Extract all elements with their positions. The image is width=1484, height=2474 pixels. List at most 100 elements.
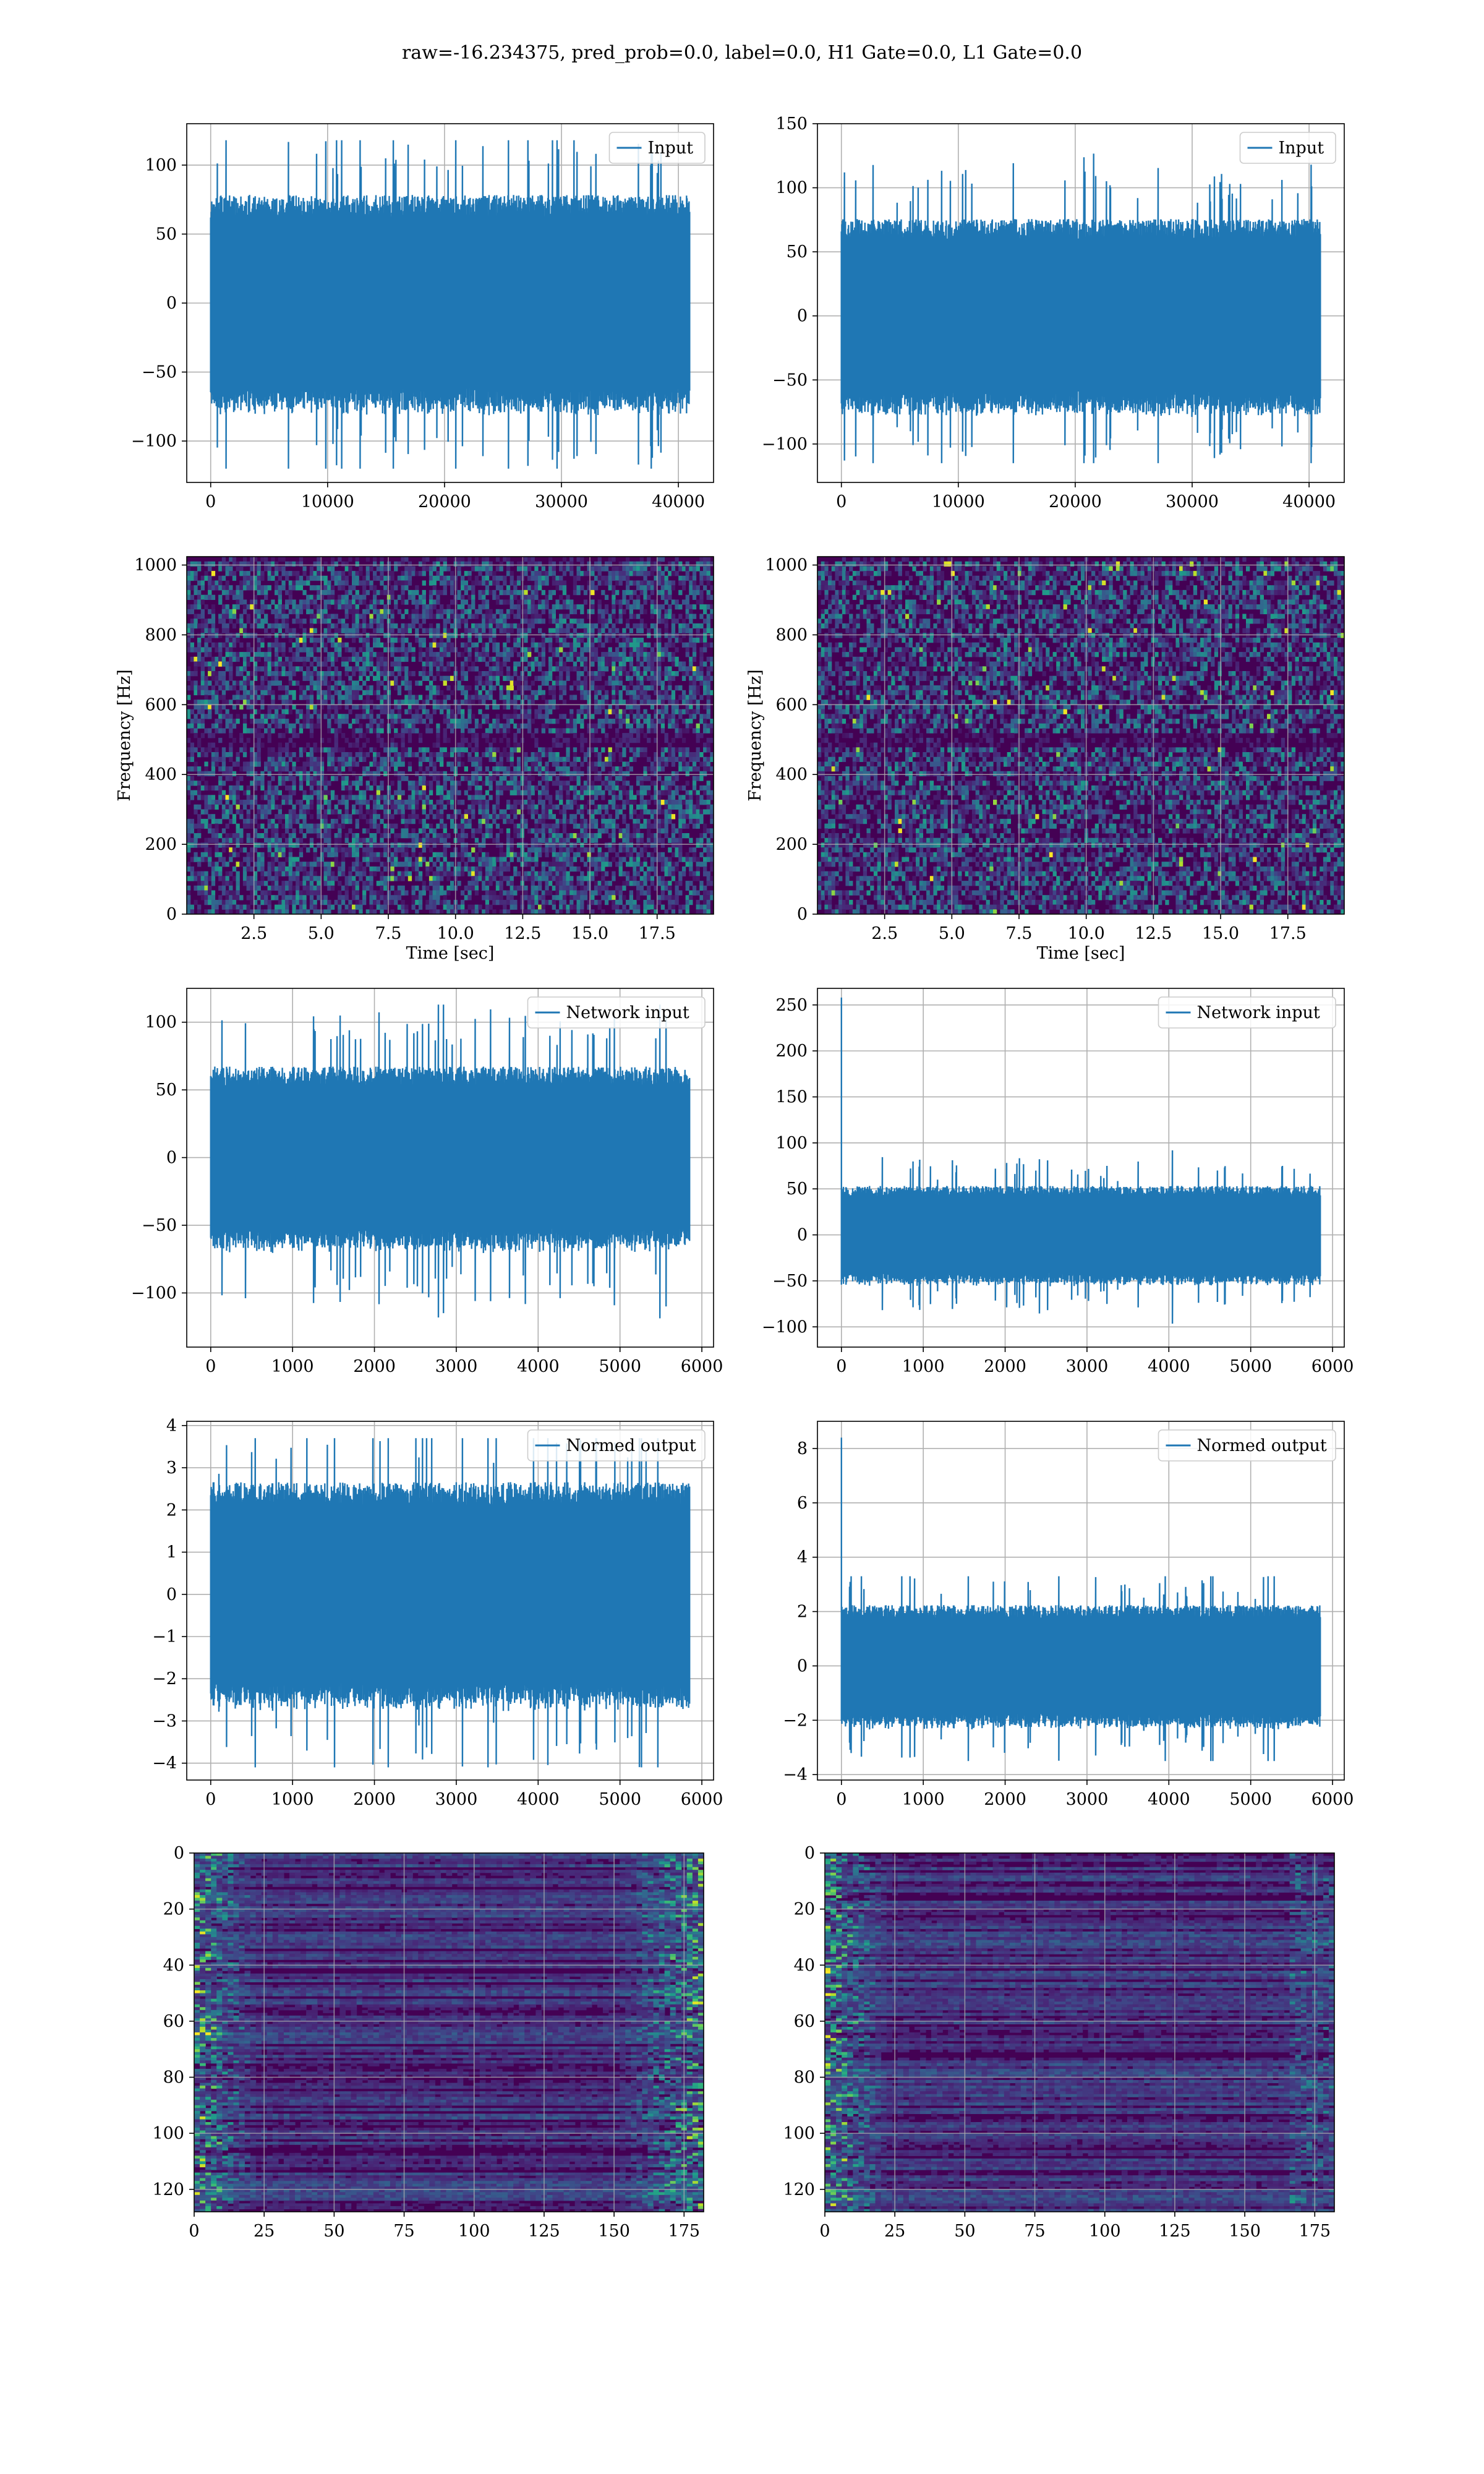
heatmap-cell (253, 862, 258, 867)
heatmap-cell (334, 604, 338, 610)
heatmap-cell (218, 580, 223, 586)
heatmap-cell (204, 575, 208, 581)
heatmap-cell (232, 614, 237, 619)
heatmap-cell (510, 714, 514, 719)
heatmap-cell (432, 761, 437, 767)
heatmap-cell (278, 589, 282, 596)
heatmap-cell (257, 656, 261, 662)
heatmap-cell (415, 833, 419, 839)
heatmap-cell (390, 719, 394, 724)
heatmap-cell (344, 614, 349, 619)
heatmap-cell (344, 818, 349, 824)
heatmap-cell (208, 733, 212, 738)
heatmap-cell (236, 852, 240, 858)
heatmap-cell (394, 647, 398, 653)
heatmap-cell (338, 842, 342, 848)
heatmap-cell (250, 837, 254, 843)
heatmap-cell (464, 589, 468, 596)
heatmap-cell (267, 837, 271, 843)
heatmap-cell (373, 589, 377, 596)
heatmap-cell (296, 890, 300, 896)
heatmap-cell (341, 571, 346, 576)
heatmap-cell (236, 790, 240, 795)
heatmap-cell (190, 585, 194, 591)
heatmap-cell (306, 652, 310, 657)
heatmap-cell (242, 557, 247, 562)
heatmap-cell (275, 623, 279, 629)
heatmap-cell (394, 761, 398, 767)
heatmap-cell (432, 909, 437, 914)
heatmap-cell (555, 862, 560, 867)
heatmap-cell (260, 704, 265, 710)
heatmap-cell (418, 862, 423, 867)
heatmap-cell (208, 771, 212, 777)
heatmap-cell (478, 795, 482, 800)
heatmap-cell (200, 776, 205, 781)
heatmap-cell (275, 866, 279, 872)
heatmap-cell (246, 866, 250, 872)
heatmap-cell (187, 895, 191, 901)
heatmap-cell (492, 638, 497, 643)
heatmap-cell (296, 604, 300, 610)
heatmap-cell (503, 747, 507, 753)
y-tick-label: 50 (156, 225, 177, 244)
heatmap-cell (211, 580, 216, 586)
heatmap-cell (440, 633, 444, 638)
heatmap-cell (401, 638, 405, 643)
heatmap-cell (422, 752, 426, 758)
heatmap-cell (461, 857, 465, 862)
heatmap-cell (197, 723, 202, 729)
heatmap-cell (471, 661, 475, 667)
heatmap-cell (524, 557, 528, 562)
heatmap-cell (510, 575, 514, 581)
heatmap-cell (275, 609, 279, 615)
heatmap-cell (317, 700, 321, 705)
heatmap-cell (541, 633, 545, 638)
heatmap-cell (527, 795, 532, 800)
heatmap-cell (323, 589, 328, 596)
heatmap-cell (208, 680, 212, 686)
heatmap-cell (482, 575, 486, 581)
heatmap-cell (524, 823, 528, 829)
heatmap-cell (527, 604, 532, 610)
heatmap-cell (285, 800, 289, 805)
heatmap-cell (531, 604, 535, 610)
heatmap-cell (197, 871, 202, 876)
heatmap-cell (506, 719, 511, 724)
heatmap-cell (341, 814, 346, 820)
heatmap-cell (215, 723, 219, 729)
heatmap-cell (386, 795, 391, 800)
heatmap-cell (376, 661, 380, 667)
heatmap-cell (404, 666, 409, 672)
heatmap-cell (330, 852, 335, 858)
heatmap-cell (299, 895, 304, 901)
heatmap-cell (285, 752, 289, 758)
heatmap-cell (397, 700, 402, 705)
heatmap-cell (236, 599, 240, 605)
heatmap-cell (327, 594, 331, 600)
heatmap-cell (467, 575, 472, 581)
heatmap-cell (362, 618, 367, 624)
heatmap-cell (313, 594, 317, 600)
heatmap-cell (288, 809, 292, 815)
heatmap-cell (429, 623, 433, 629)
heatmap-cell (253, 842, 258, 848)
heatmap-cell (194, 790, 198, 795)
heatmap-cell (474, 633, 479, 638)
heatmap-cell (327, 837, 331, 843)
heatmap-cell (355, 628, 359, 633)
heatmap-cell (390, 781, 394, 786)
heatmap-cell (320, 675, 325, 681)
heatmap-cell (246, 895, 250, 901)
heatmap-cell (552, 885, 556, 891)
heatmap-cell (288, 776, 292, 781)
heatmap-cell (373, 618, 377, 624)
heatmap-cell (253, 594, 258, 600)
heatmap-cell (548, 618, 553, 624)
heatmap-cell (450, 647, 454, 653)
heatmap-cell (260, 557, 265, 562)
heatmap-cell (299, 881, 304, 886)
heatmap-cell (545, 814, 549, 820)
heatmap-cell (467, 823, 472, 829)
heatmap-cell (344, 814, 349, 820)
